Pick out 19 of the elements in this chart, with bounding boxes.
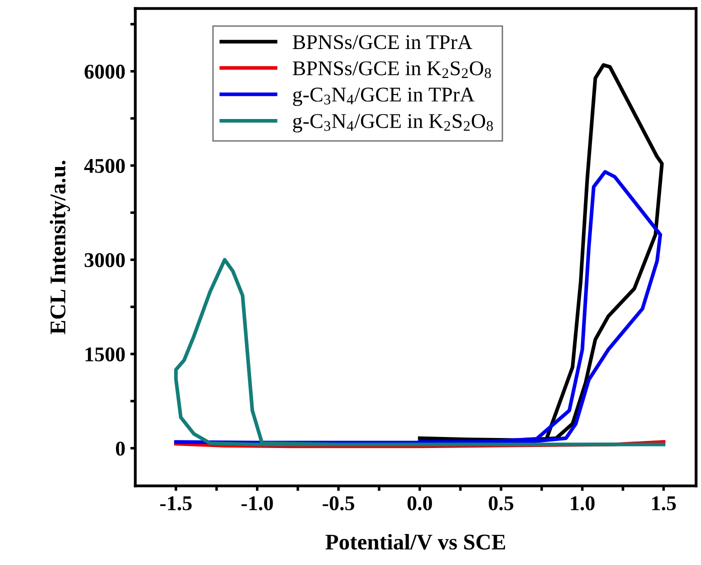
x-tick-label: -1.5 bbox=[160, 496, 192, 510]
y-tick-label: 0 bbox=[116, 442, 125, 456]
x-tick-label: -0.5 bbox=[322, 496, 354, 510]
x-tick-label: 0.0 bbox=[408, 496, 432, 510]
x-axis-title: Potential/V vs SCE bbox=[326, 534, 506, 550]
x-tick-label: 1.0 bbox=[570, 496, 595, 510]
text: g-C$_{3}$N$_{4}$/GCE in K$_{2}$S$_{2}$O$_{8}$ bbox=[293, 114, 493, 132]
legend-label: g-C$_{3}$N$_{4}$/GCE in TPrA bbox=[293, 88, 475, 106]
y-tick-label: 1500 bbox=[86, 347, 125, 362]
y-axis-title: ECL Intensity/a.u. bbox=[50, 160, 70, 334]
y-tick-label: 4500 bbox=[84, 158, 125, 173]
x-tick-label: -1.0 bbox=[241, 496, 273, 510]
y-tick-label: 6000 bbox=[84, 64, 125, 79]
x-tick-label: 0.5 bbox=[488, 496, 514, 510]
legend-label: BPNSs/GCE in K$_{2}$S$_{2}$O$_{8}$ bbox=[292, 61, 491, 78]
line-series bbox=[174, 258, 666, 446]
x-tick-label: 1.5 bbox=[652, 496, 676, 510]
y-tick-label: 3000 bbox=[84, 253, 125, 268]
legend-label: BPNSs/GCE in TPrA bbox=[292, 35, 472, 50]
